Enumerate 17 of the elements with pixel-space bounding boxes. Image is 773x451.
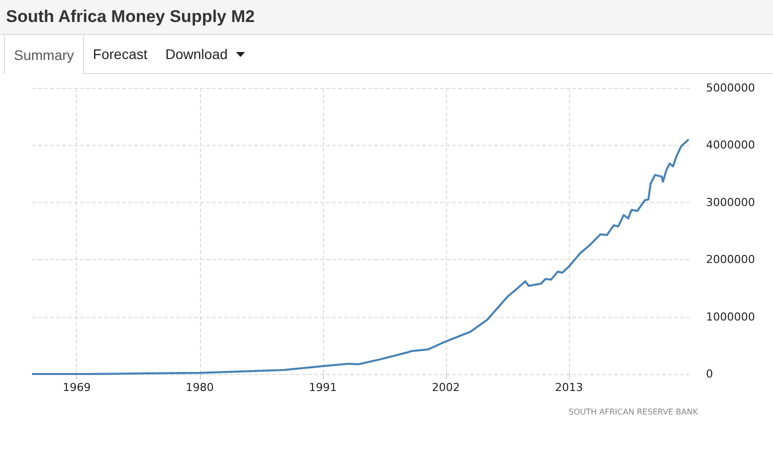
y-tick-label: 5000000 [706,82,755,94]
text: Forecast [84,35,156,73]
x-tick-label: 2002 [432,381,460,394]
x-tick-label: 1991 [308,381,337,394]
x-tick-label: 1969 [62,381,91,394]
text: SOUTH AFRICAN RESERVE BANK [568,408,699,416]
x-tick-label: 2013 [554,381,583,394]
line-series [31,138,690,375]
x-tick-label: 1980 [186,381,214,394]
y-tick-label: 1000000 [706,310,755,324]
y-tick-label: 4000000 [706,138,755,152]
text: Download [156,35,254,73]
y-tick-label: 2000000 [706,253,755,266]
chart-title: South Africa Money Supply M2 [6,7,255,27]
text: Summary [4,35,84,74]
y-tick-label: 0 [706,368,713,380]
y-tick-label: 3000000 [706,196,755,209]
